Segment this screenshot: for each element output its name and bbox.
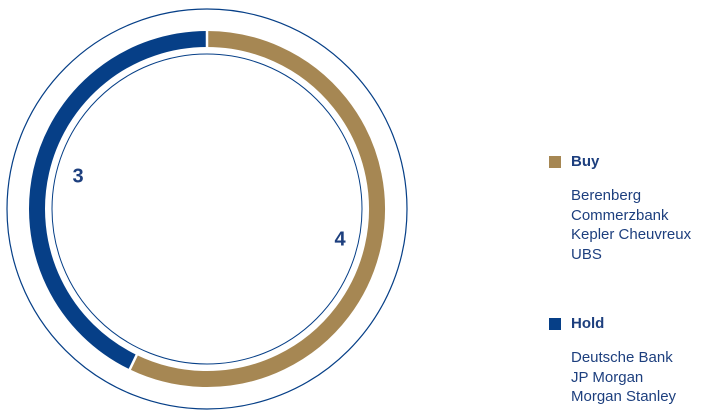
legend-group-hold: Hold Deutsche Bank JP Morgan Morgan Stan… — [549, 315, 676, 407]
legend-member: UBS — [571, 245, 602, 263]
legend-member: Berenberg — [571, 187, 642, 204]
legend-entry-buy: Buy — [549, 153, 691, 171]
slice-buy — [129, 31, 386, 387]
legend-member: JP Morgan — [571, 368, 644, 386]
legend-label-buy: Buy — [571, 153, 600, 170]
slice-separator-bottom — [128, 353, 139, 371]
donut-outer-ring — [6, 8, 408, 410]
legend-swatch-buy — [549, 156, 561, 168]
legend-swatch-hold — [549, 318, 561, 330]
slice-hold — [29, 31, 208, 370]
legend-member: Deutsche Bank — [571, 349, 673, 366]
donut-inner-ring — [51, 53, 363, 365]
legend-entry-hold: Hold — [549, 315, 676, 333]
data-label-buy: 4 — [334, 228, 346, 250]
legend-members-hold: Deutsche Bank JP Morgan Morgan Stanley — [549, 348, 676, 407]
legend-label-hold: Hold — [571, 315, 605, 332]
legend-group-buy: Buy Berenberg Commerzbank Kepler Cheuvre… — [549, 153, 691, 264]
legend-member: Morgan Stanley — [571, 388, 677, 405]
legend-member: Kepler Cheuvreux — [571, 226, 692, 243]
legend-member: Commerzbank — [571, 206, 669, 224]
legend-members-buy: Berenberg Commerzbank Kepler Cheuvreux U… — [549, 186, 691, 264]
data-label-hold: 3 — [72, 165, 83, 187]
donut-chart: 4 3 — [6, 8, 408, 410]
